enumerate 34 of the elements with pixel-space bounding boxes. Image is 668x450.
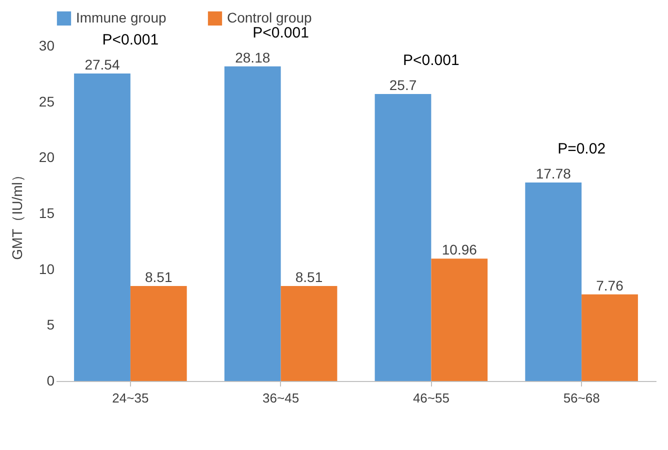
bar: [431, 258, 488, 381]
data-label: 8.51: [295, 268, 323, 285]
text: P<0.001: [252, 24, 309, 42]
annotation: P=0.02: [558, 140, 606, 158]
annotation: P<0.001: [403, 52, 460, 70]
bar: [525, 182, 582, 381]
x-tick-label: 24~35: [112, 390, 149, 406]
data-label: 17.78: [536, 165, 572, 182]
bar: [74, 73, 130, 381]
legend-label: Immune group: [76, 9, 166, 26]
y-tick-label: 10: [38, 260, 55, 277]
bar: [224, 66, 281, 381]
x-tick-label: 46~55: [412, 390, 450, 406]
y-tick-label: 5: [46, 316, 55, 333]
bar: [130, 286, 187, 381]
y-axis-title: GMT（IU/ml）: [8, 168, 25, 260]
bar: [582, 294, 638, 381]
legend-label: Control group: [227, 9, 312, 26]
data-label: 25.7: [389, 77, 417, 94]
y-tick-label: 30: [38, 38, 55, 54]
x-tick-label: 36~45: [262, 390, 300, 406]
y-tick-label: 20: [38, 149, 55, 166]
y-tick-label: 0: [46, 372, 55, 388]
data-label: 27.54: [84, 56, 120, 72]
y-tick-label: 25: [38, 93, 55, 110]
data-label: 28.18: [235, 49, 270, 66]
y-tick-label: 15: [38, 205, 55, 221]
bar: [280, 286, 338, 381]
bar: [374, 94, 432, 381]
data-label: 8.51: [145, 268, 172, 285]
data-label: 10.96: [442, 242, 478, 258]
data-label: 7.76: [596, 277, 624, 294]
annotation: P<0.001: [102, 31, 159, 48]
x-tick-label: 56~68: [563, 390, 600, 406]
